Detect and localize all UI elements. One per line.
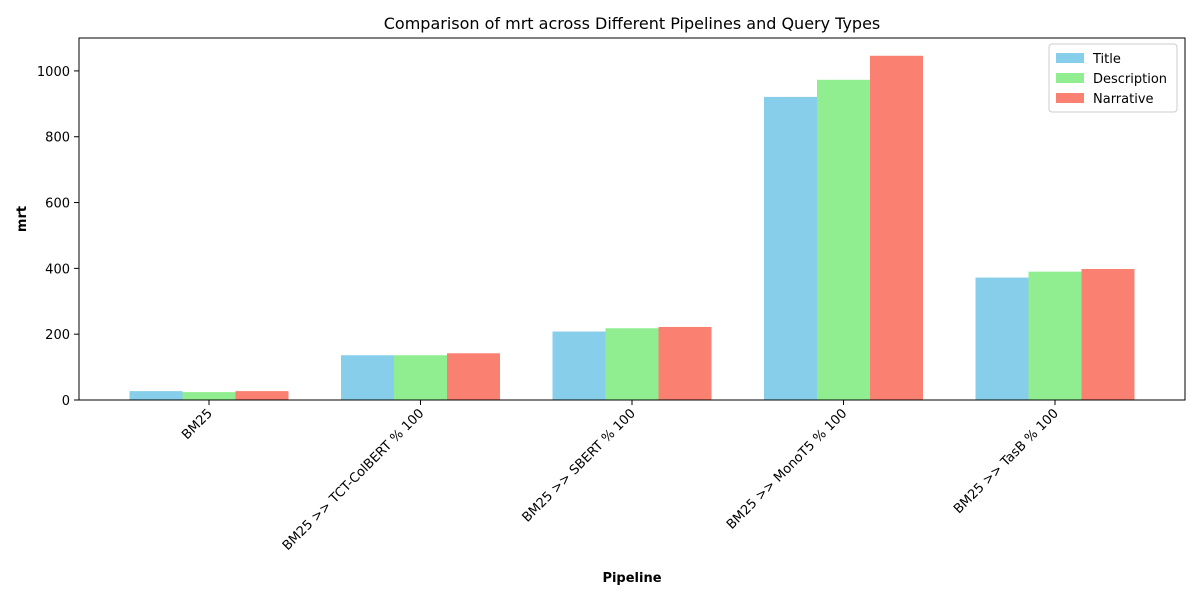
y-axis-label: mrt — [15, 206, 30, 232]
bar-description-1 — [394, 355, 447, 400]
x-tick-label: BM25 — [179, 406, 216, 443]
y-tick-label: 400 — [45, 262, 70, 277]
bar-description-0 — [182, 392, 236, 400]
bar-description-2 — [605, 328, 659, 400]
y-tick-label: 1000 — [37, 65, 70, 80]
x-tick-label: BM25 >> TasB % 100 — [951, 406, 1062, 517]
bar-description-3 — [817, 79, 870, 400]
legend-label-narrative: Narrative — [1093, 92, 1154, 107]
bar-title-1 — [341, 355, 394, 400]
x-tick-label: BM25 >> TCT-ColBERT % 100 — [280, 406, 428, 554]
bar-narrative-0 — [235, 391, 289, 400]
x-tick-label: BM25 >> MonoT5 % 100 — [724, 406, 850, 532]
legend: Title Description Narrative — [1048, 43, 1178, 113]
bar-narrative-3 — [870, 55, 923, 401]
bar-narrative-2 — [658, 326, 712, 400]
bar-description-4 — [1028, 271, 1082, 400]
y-axis-ticks: 0 200 400 600 800 1000 — [37, 65, 79, 409]
legend-swatch-narrative — [1056, 93, 1084, 103]
legend-swatch-title — [1056, 53, 1084, 63]
bar-title-3 — [764, 96, 817, 400]
bars-group — [129, 55, 1135, 401]
x-axis-ticks: BM25 BM25 >> TCT-ColBERT % 100 BM25 >> SBE… — [179, 400, 1062, 554]
x-axis-label: Pipeline — [602, 571, 661, 586]
bar-title-0 — [129, 391, 183, 400]
y-tick-label: 200 — [45, 328, 70, 343]
bar-title-4 — [975, 277, 1029, 400]
y-tick-label: 0 — [62, 394, 70, 409]
plot-frame — [78, 37, 1186, 401]
legend-label-title: Title — [1092, 52, 1121, 67]
x-tick-label: BM25 >> SBERT % 100 — [520, 406, 639, 525]
bar-narrative-4 — [1081, 269, 1135, 400]
bar-title-2 — [552, 331, 606, 400]
y-tick-label: 800 — [45, 131, 70, 146]
chart-title: Comparison of mrt across Different Pipel… — [384, 14, 881, 33]
legend-label-description: Description — [1093, 72, 1167, 87]
y-tick-label: 600 — [45, 197, 70, 212]
bar-narrative-1 — [447, 353, 500, 400]
legend-swatch-description — [1056, 73, 1084, 83]
